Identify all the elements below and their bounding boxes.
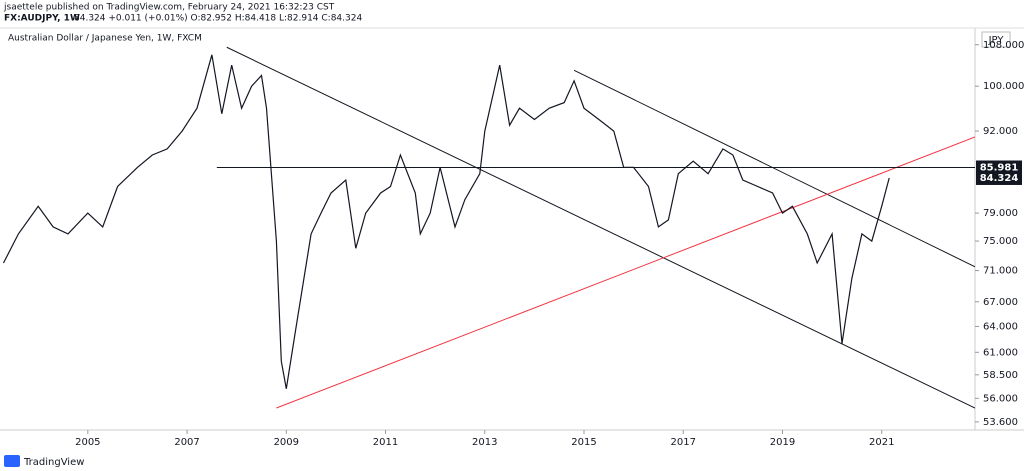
price-label: 85.981 bbox=[980, 162, 1019, 173]
trend-line bbox=[276, 136, 975, 409]
x-tick-label: 2021 bbox=[869, 437, 894, 448]
x-tick-label: 2017 bbox=[671, 437, 696, 448]
y-tick-label: 64.000 bbox=[983, 321, 1018, 332]
brand: TradingView bbox=[23, 457, 84, 468]
symbol: FX:AUDJPY, 1W bbox=[4, 14, 80, 24]
publish-note: jsaettele published on TradingView.com, … bbox=[3, 3, 335, 13]
brand-logo bbox=[4, 455, 20, 467]
x-tick-label: 2009 bbox=[274, 437, 299, 448]
y-tick-label: 53.600 bbox=[983, 417, 1018, 428]
y-tick-label: 71.000 bbox=[983, 266, 1018, 277]
trend-line bbox=[573, 69, 975, 268]
plot bbox=[2, 46, 975, 409]
ohlc: 84.324 +0.011 (+0.01%) O:82.952 H:84.418… bbox=[74, 14, 362, 24]
x-tick-label: 2007 bbox=[174, 437, 199, 448]
x-tick-label: 2005 bbox=[75, 437, 100, 448]
x-tick-label: 2011 bbox=[373, 437, 398, 448]
y-tick-label: 108.000 bbox=[983, 40, 1024, 51]
y-tick-label: 56.000 bbox=[983, 393, 1018, 404]
y-tick-label: 92.000 bbox=[983, 126, 1018, 137]
x-tick-label: 2019 bbox=[770, 437, 795, 448]
chart-title: Australian Dollar / Japanese Yen, 1W, FX… bbox=[8, 34, 202, 44]
x-tick-label: 2015 bbox=[571, 437, 596, 448]
unit-box bbox=[981, 31, 1011, 48]
y-tick-label: 61.000 bbox=[983, 347, 1018, 358]
price-line bbox=[2, 54, 890, 389]
y-tick-label: 79.000 bbox=[983, 208, 1018, 219]
y-tick-label: 58.500 bbox=[983, 370, 1018, 381]
price-label-box bbox=[976, 170, 1022, 185]
price-label: 84.324 bbox=[980, 173, 1019, 184]
unit: JPY bbox=[988, 35, 1005, 46]
trend-line bbox=[226, 46, 975, 409]
y-tick-label: 67.000 bbox=[983, 297, 1018, 308]
y-tick-label: 100.000 bbox=[983, 81, 1024, 92]
y-tick-label: 75.000 bbox=[983, 236, 1018, 247]
x-tick-label: 2013 bbox=[472, 437, 497, 448]
